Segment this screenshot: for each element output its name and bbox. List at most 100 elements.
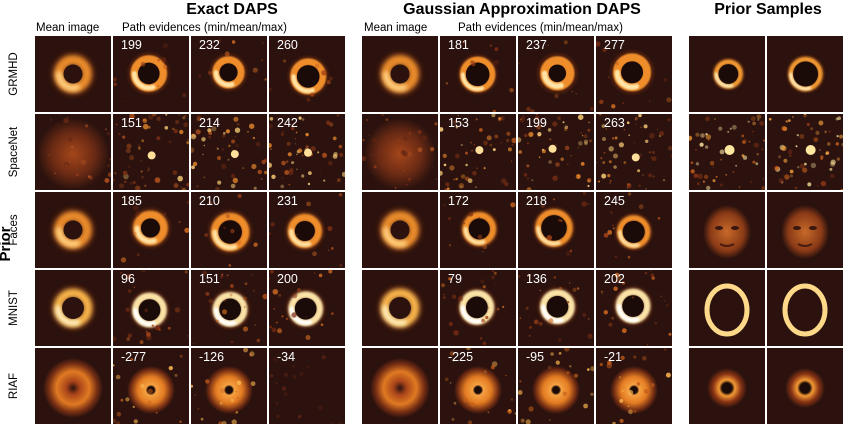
panel-image: [269, 270, 345, 346]
panel-image: [440, 114, 516, 190]
panel-image: [767, 36, 843, 112]
panel-image: [518, 114, 594, 190]
panel-image: [689, 348, 765, 424]
path-sample-panel: 181: [440, 36, 516, 112]
path-evidence-value: 232: [199, 38, 220, 52]
path-sample-panel: -126: [191, 348, 267, 424]
path-evidence-value: 151: [121, 116, 142, 130]
panel-image: [767, 114, 843, 190]
panel-image: [518, 270, 594, 346]
path-sample-panel: 151: [113, 114, 189, 190]
path-sample-panel: 199: [518, 114, 594, 190]
path-sample-panel: 260: [269, 36, 345, 112]
panel-image: [35, 114, 111, 190]
panel-image: [767, 348, 843, 424]
path-evidence-value: 237: [526, 38, 547, 52]
prior-sample-panel: [767, 114, 843, 190]
panel-image: [440, 36, 516, 112]
path-sample-panel: 245: [596, 192, 672, 268]
panel-image: [767, 270, 843, 346]
path-sample-panel: 218: [518, 192, 594, 268]
path-evidence-value: 242: [277, 116, 298, 130]
panel-image: [269, 114, 345, 190]
panel-image: [191, 192, 267, 268]
panel-image: [596, 114, 672, 190]
panel-image: [518, 348, 594, 424]
path-evidence-value: 200: [277, 272, 298, 286]
path-evidences-label-exact: Path evidences (min/mean/max): [122, 22, 287, 34]
panel-image: [518, 192, 594, 268]
path-evidence-value: -95: [526, 350, 545, 364]
path-evidence-value: 277: [604, 38, 625, 52]
mean-image-panel: [35, 114, 111, 190]
prior-sample-panel: [767, 36, 843, 112]
path-evidences-label-gauss: Path evidences (min/mean/max): [458, 22, 623, 34]
panel-image: [191, 36, 267, 112]
path-evidence-value: -34: [277, 350, 296, 364]
panel-image: [362, 192, 438, 268]
path-evidence-value: 214: [199, 116, 220, 130]
path-sample-panel: 79: [440, 270, 516, 346]
mean-image-label-exact: Mean image: [36, 22, 100, 34]
panel-image: [191, 270, 267, 346]
panel-image: [269, 348, 345, 424]
path-sample-panel: 151: [191, 270, 267, 346]
path-evidence-value: 218: [526, 194, 547, 208]
path-sample-panel: 237: [518, 36, 594, 112]
path-sample-panel: 200: [269, 270, 345, 346]
mean-image-panel: [35, 192, 111, 268]
path-evidence-value: -277: [121, 350, 147, 364]
path-sample-panel: 199: [113, 36, 189, 112]
panel-image: [689, 192, 765, 268]
path-sample-panel: 185: [113, 192, 189, 268]
path-sample-panel: 214: [191, 114, 267, 190]
panel-image: [191, 348, 267, 424]
path-evidence-value: 136: [526, 272, 547, 286]
row-label-spacenet: SpaceNet: [8, 126, 20, 178]
path-sample-panel: 96: [113, 270, 189, 346]
panel-image: [362, 270, 438, 346]
prior-sample-panel: [689, 348, 765, 424]
path-sample-panel: 153: [440, 114, 516, 190]
path-evidence-value: 231: [277, 194, 298, 208]
panel-image: [518, 36, 594, 112]
path-sample-panel: 136: [518, 270, 594, 346]
panel-image: [113, 114, 189, 190]
panel-image: [596, 270, 672, 346]
panel-image: [35, 192, 111, 268]
exact-daps-title: Exact DAPS: [186, 1, 278, 18]
panel-image: [362, 36, 438, 112]
panel-image: [113, 192, 189, 268]
path-sample-panel: 232: [191, 36, 267, 112]
path-evidence-value: -225: [448, 350, 474, 364]
panel-image: [191, 114, 267, 190]
panel-image: [362, 114, 438, 190]
path-sample-panel: -34: [269, 348, 345, 424]
path-evidence-value: 96: [121, 272, 135, 286]
path-evidence-value: 181: [448, 38, 469, 52]
path-evidence-value: 260: [277, 38, 298, 52]
row-label-mnist: MNIST: [8, 290, 20, 326]
prior-sample-panel: [689, 192, 765, 268]
path-evidence-value: 202: [604, 272, 625, 286]
panel-image: [767, 192, 843, 268]
path-evidence-value: 199: [121, 38, 142, 52]
mean-image-panel: [362, 348, 438, 424]
panel-image: [689, 36, 765, 112]
mean-image-panel: [362, 270, 438, 346]
panel-image: [440, 270, 516, 346]
panel-image: [596, 348, 672, 424]
panel-image: [596, 192, 672, 268]
panel-image: [269, 36, 345, 112]
path-evidence-value: 172: [448, 194, 469, 208]
panel-image: [113, 36, 189, 112]
prior-samples-title: Prior Samples: [714, 1, 822, 18]
panel-image: [269, 192, 345, 268]
path-sample-panel: 242: [269, 114, 345, 190]
mean-image-panel: [35, 270, 111, 346]
path-evidence-value: -126: [199, 350, 225, 364]
path-sample-panel: 263: [596, 114, 672, 190]
panel-image: [35, 36, 111, 112]
path-evidence-value: 185: [121, 194, 142, 208]
mean-image-panel: [362, 114, 438, 190]
